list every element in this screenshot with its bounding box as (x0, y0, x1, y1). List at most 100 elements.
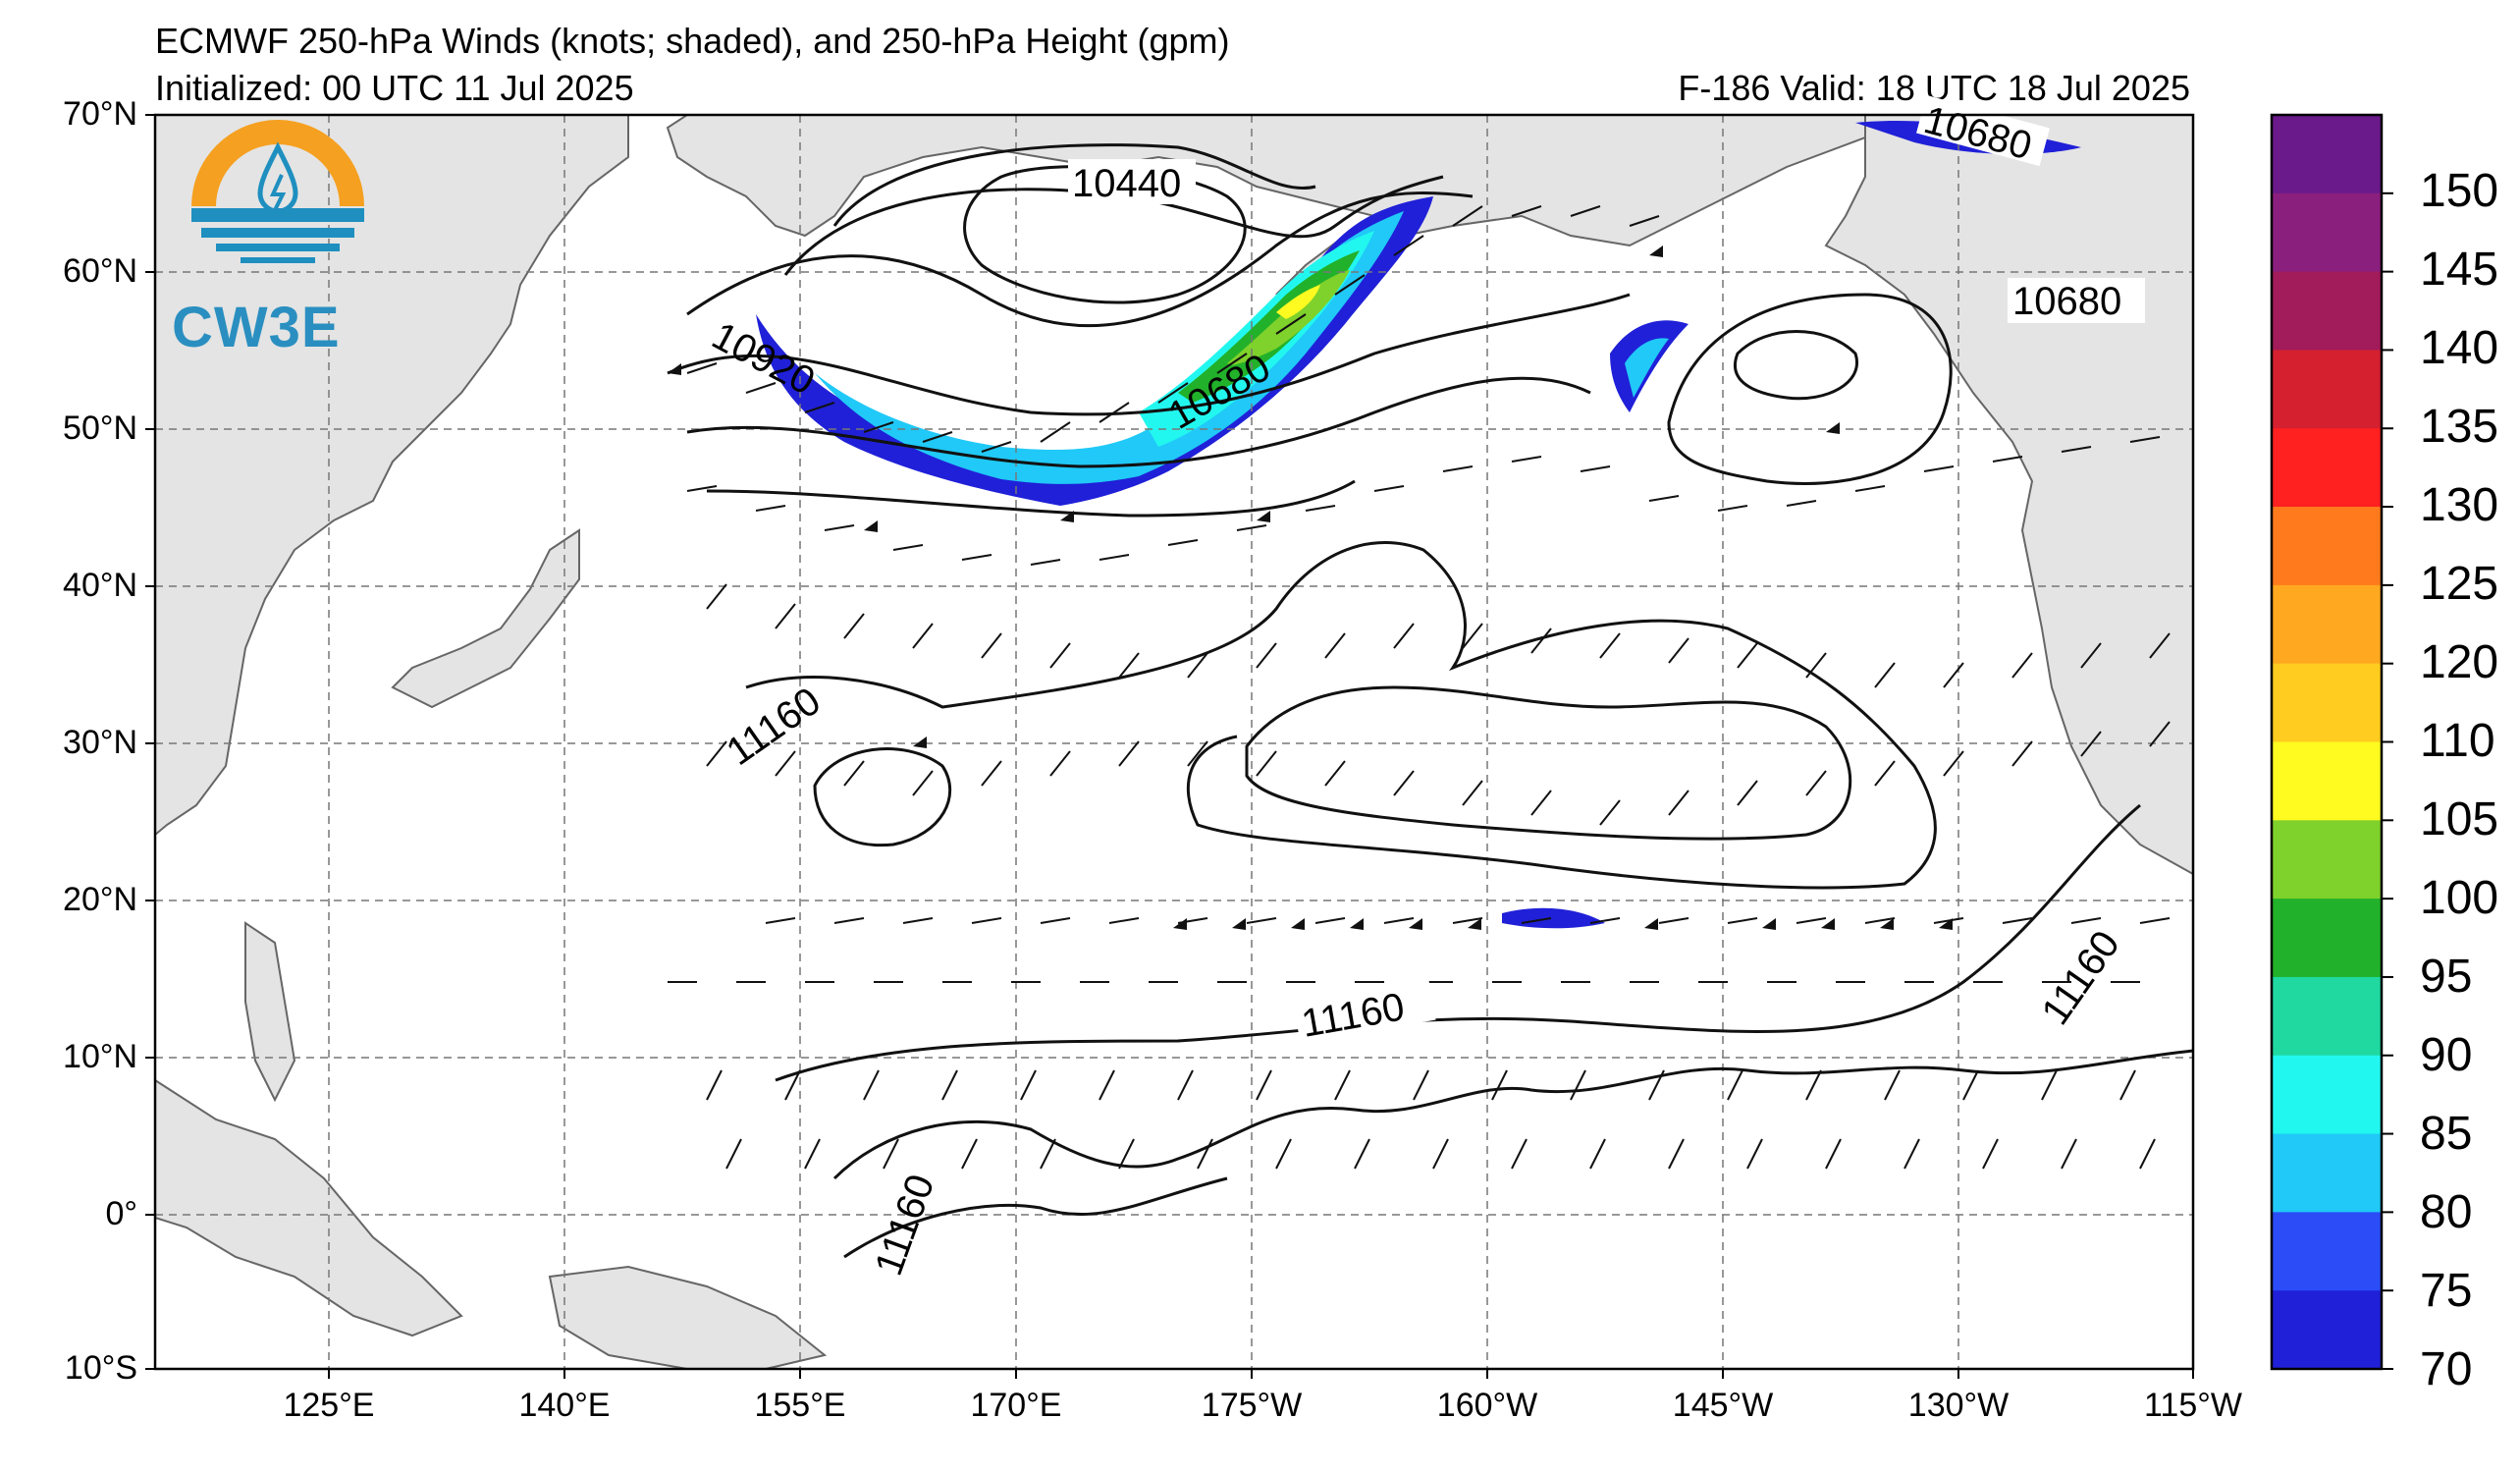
flag-2 (1232, 918, 1246, 930)
barb-row-7 (706, 1069, 2136, 1101)
contour-hi-west (813, 747, 952, 847)
wind-flags (668, 246, 1953, 930)
colorbar-segment (2272, 820, 2382, 900)
cb-label-75: 75 (2420, 1265, 2473, 1317)
flag-17 (1826, 422, 1840, 434)
lon-label-160w: 160°W (1436, 1387, 1538, 1424)
lat-label-10s: 10°S (64, 1349, 137, 1387)
colorbar-segment (2272, 271, 2382, 351)
contour-11160-inner (1245, 685, 1852, 841)
lon-label-175w: 175°W (1201, 1387, 1303, 1424)
contour-10920 (686, 191, 1474, 328)
cb-label-150: 150 (2420, 165, 2499, 217)
flag-18 (913, 736, 927, 748)
cb-label-140: 140 (2420, 322, 2499, 374)
cb-label-85: 85 (2420, 1108, 2473, 1160)
lat-label-50n: 50°N (63, 409, 137, 447)
flag-9 (1821, 918, 1835, 930)
lon-label-170e: 170°E (970, 1387, 1062, 1424)
lat-label-20n: 20°N (63, 881, 137, 918)
init-time: Initialized: 00 UTC 11 Jul 2025 (155, 68, 634, 108)
lat-label-0: 0° (105, 1195, 137, 1232)
colorbar-segment (2272, 350, 2382, 429)
lon-label-115w: 115°W (2144, 1387, 2242, 1424)
lat-label-30n: 30°N (63, 724, 137, 761)
colorbar-segment (2272, 741, 2382, 821)
colorbar-segment (2272, 663, 2382, 742)
contour-label-10680-east: 10680 (2012, 280, 2121, 323)
colorbar (2272, 115, 2393, 1370)
barb-row-5 (765, 917, 2171, 924)
contour-equator-1 (832, 1049, 2193, 1180)
lon-label-130w: 130°W (1907, 1387, 2010, 1424)
barb-row-4 (706, 721, 2171, 826)
cb-label-125: 125 (2420, 558, 2499, 610)
land-philippines (244, 921, 296, 1103)
colorbar-segment (2272, 1212, 2382, 1291)
lat-label-70n: 70°N (63, 95, 137, 133)
land-alaska (666, 115, 1866, 296)
flag-3 (1291, 918, 1305, 930)
flag-5 (1409, 918, 1422, 930)
cb-label-105: 105 (2420, 793, 2499, 846)
land-asia (155, 115, 629, 837)
colorbar-frame (2270, 113, 2384, 1371)
contour-ak-upper (832, 143, 1316, 227)
cb-label-135: 135 (2420, 401, 2499, 453)
land-japan (391, 528, 580, 709)
barb-row-2 (686, 436, 2161, 566)
contour-mid-1 (667, 293, 1631, 416)
height-contours (667, 143, 2193, 1259)
contour-label-10440: 10440 (1072, 162, 1181, 205)
land-new-guinea (548, 1265, 828, 1369)
contour-equator-2 (843, 1176, 1228, 1259)
contour-11160-main (745, 541, 1937, 890)
flag-6 (1468, 918, 1481, 930)
wind-barbs (668, 205, 2171, 1170)
contour-mid-2 (686, 376, 1591, 468)
lat-label-40n: 40°N (63, 567, 137, 604)
jet-gulf-inner (1625, 338, 1669, 398)
logo-drop-icon (257, 141, 298, 214)
map-title: ECMWF 250-hPa Winds (knots; shaded), and… (155, 21, 1230, 61)
contour-gulf-high (1667, 293, 1953, 485)
cb-label-130: 130 (2420, 479, 2499, 531)
contour-mid-3 (706, 479, 1356, 518)
contour-10680 (783, 175, 1444, 276)
barb-row-8 (725, 1138, 2156, 1170)
jet-105 (1276, 285, 1320, 319)
logo-text: CW3E (172, 296, 341, 359)
flag-10 (1880, 918, 1894, 930)
map-frame (153, 113, 2195, 1371)
axis-ticks (145, 114, 2194, 1379)
colorbar-segment (2272, 1133, 2382, 1213)
lon-label-125e: 125°E (283, 1387, 375, 1424)
lat-label-10n: 10°N (63, 1038, 137, 1075)
contour-gulf-inner (1734, 330, 1859, 401)
colorbar-segment (2272, 428, 2382, 508)
wind-shading (756, 120, 2081, 929)
flag-1 (1173, 918, 1187, 930)
flag-11 (1939, 918, 1953, 930)
jet-hawaii (1502, 907, 1605, 929)
lon-label-145w: 145°W (1672, 1387, 1774, 1424)
cb-label-100: 100 (2420, 872, 2499, 924)
flag-8 (1762, 918, 1776, 930)
cb-label-145: 145 (2420, 244, 2499, 296)
cb-label-70: 70 (2420, 1343, 2473, 1395)
gridlines (155, 115, 2193, 1369)
colorbar-segment (2272, 115, 2382, 194)
cw3e-logo (191, 120, 364, 263)
cb-label-120: 120 (2420, 636, 2499, 688)
cb-label-90: 90 (2420, 1029, 2473, 1081)
barb-row-1 (686, 205, 1660, 453)
colorbar-segment (2272, 507, 2382, 586)
flag-16 (1649, 246, 1663, 257)
lon-label-140e: 140°E (518, 1387, 611, 1424)
flag-14 (1060, 511, 1074, 522)
flag-15 (1257, 511, 1270, 522)
contour-11160-south (775, 803, 2141, 1082)
colorbar-segment (2272, 192, 2382, 273)
colorbar-segment (2272, 584, 2382, 665)
